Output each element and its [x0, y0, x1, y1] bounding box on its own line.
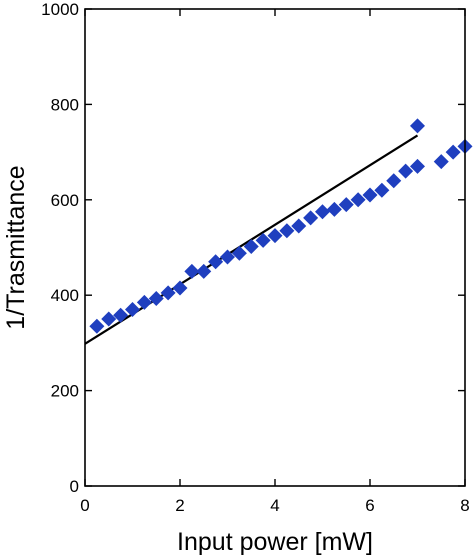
data-point: [196, 263, 212, 279]
data-point: [386, 173, 402, 189]
data-point: [410, 118, 425, 134]
data-point: [148, 291, 164, 307]
data-point: [231, 245, 247, 261]
y-tick-label: 0: [70, 477, 79, 496]
y-tick-label: 400: [51, 286, 79, 305]
data-point: [172, 280, 188, 296]
y-tick-label: 600: [51, 191, 79, 210]
x-tick-label: 4: [270, 496, 279, 515]
data-point: [113, 307, 129, 323]
y-tick-label: 200: [51, 382, 79, 401]
data-point: [350, 192, 366, 208]
y-tick-label: 1000: [41, 0, 79, 19]
data-point: [89, 318, 105, 334]
ticks-layer: 0 2 4 6 8 0 200 400 600 800 1000: [41, 0, 470, 515]
data-point: [291, 218, 307, 234]
data-point: [220, 249, 235, 265]
x-tick-label: 2: [175, 496, 184, 515]
y-tick-label: 800: [51, 95, 79, 114]
data-point: [160, 285, 176, 301]
data-point: [315, 204, 330, 220]
data-point: [255, 232, 271, 248]
x-tick-label: 0: [80, 496, 89, 515]
data-point: [136, 294, 152, 310]
data-point: [410, 158, 425, 174]
data-point: [362, 187, 378, 203]
data-point: [338, 197, 354, 213]
data-point: [398, 163, 414, 179]
data-point: [433, 154, 449, 170]
data-point: [125, 302, 140, 318]
data-point: [101, 311, 117, 327]
plot-frame: [84, 8, 466, 487]
data-point: [445, 144, 461, 160]
data-point: [279, 223, 295, 239]
data-point: [208, 254, 224, 270]
data-point: [303, 210, 319, 226]
y-axis-title: 1/Trasmittance: [2, 165, 30, 329]
data-point: [326, 201, 342, 217]
x-axis-title: Input power [mW]: [177, 528, 373, 556]
x-tick-label: 8: [460, 496, 469, 515]
data-point: [374, 182, 390, 198]
x-tick-label: 6: [365, 496, 374, 515]
data-point: [184, 263, 200, 279]
data-point: [243, 239, 259, 255]
data-point: [267, 228, 283, 244]
data-points-layer: [89, 118, 473, 334]
